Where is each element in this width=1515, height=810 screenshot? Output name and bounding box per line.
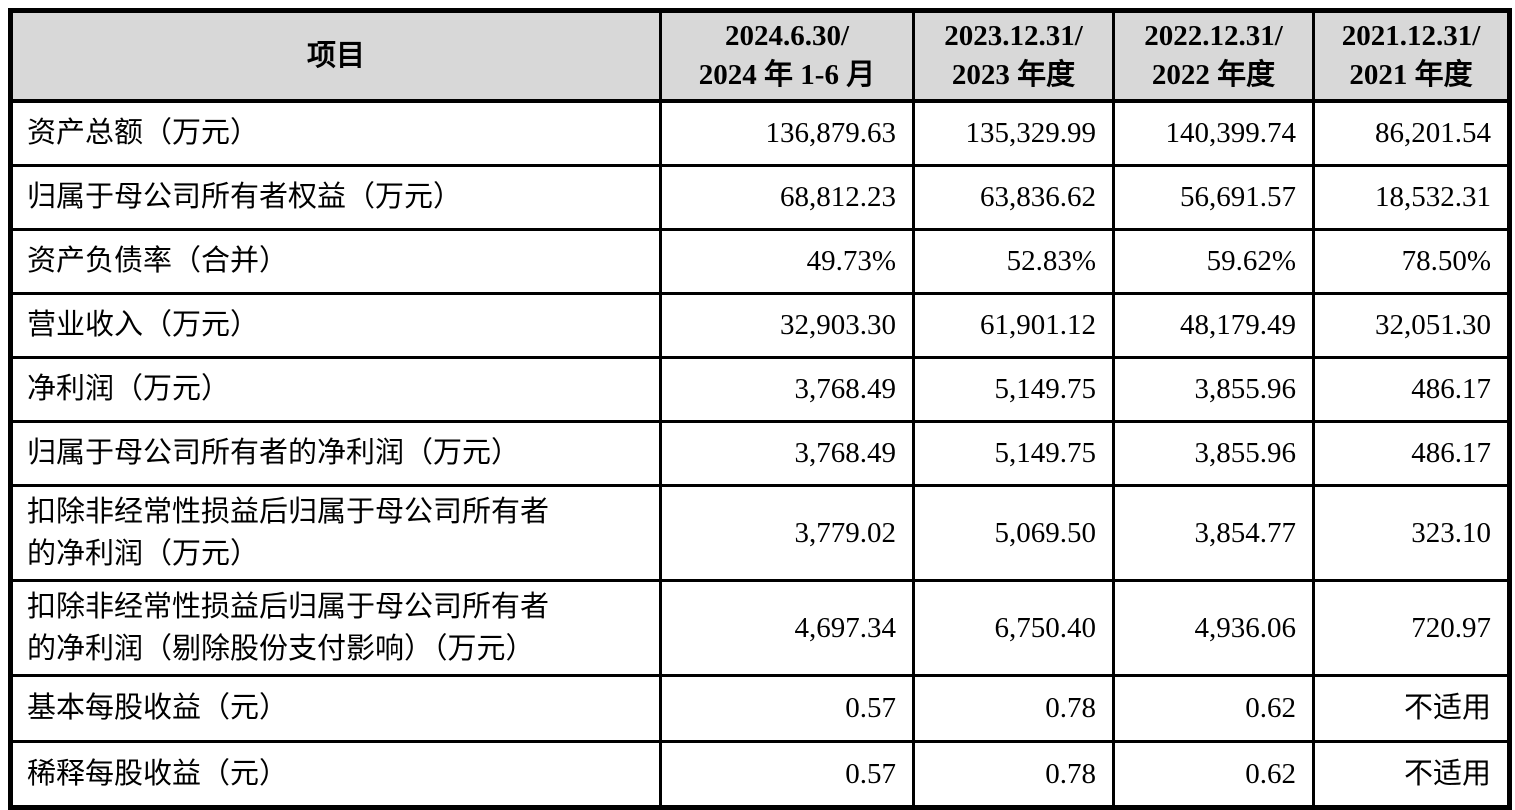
- period-date-line: 2021.12.31/: [1341, 20, 1481, 52]
- value-cell: 3,854.77: [1112, 483, 1315, 582]
- value-cell: 4,936.06: [1112, 578, 1315, 677]
- value-cell: 3,768.49: [659, 355, 915, 423]
- value-cell: 323.10: [1312, 483, 1511, 582]
- table-row-diluted-eps: 稀释每股收益（元） 0.57 0.78 0.62 不适用: [9, 739, 1511, 809]
- value-cell: 5,149.75: [912, 419, 1115, 487]
- table-row-parent-net-profit: 归属于母公司所有者的净利润（万元） 3,768.49 5,149.75 3,85…: [9, 419, 1511, 487]
- period-range-line: 2023 年度: [951, 59, 1076, 91]
- value-cell: 6,750.40: [912, 578, 1115, 677]
- row-label: 归属于母公司所有者权益（万元）: [9, 163, 662, 231]
- value-cell: 49.73%: [659, 227, 915, 295]
- value-cell: 3,855.96: [1112, 419, 1315, 487]
- value-cell: 3,768.49: [659, 419, 915, 487]
- value-cell: 3,855.96: [1112, 355, 1315, 423]
- table-row-deducted-net-profit: 扣除非经常性损益后归属于母公司所有者的净利润（万元） 3,779.02 5,06…: [9, 483, 1511, 582]
- value-cell: 不适用: [1312, 673, 1511, 743]
- value-cell: 0.62: [1112, 739, 1315, 809]
- value-cell: 68,812.23: [659, 163, 915, 231]
- row-label: 稀释每股收益（元）: [9, 739, 662, 809]
- value-cell: 0.57: [659, 739, 915, 809]
- row-label: 营业收入（万元）: [9, 291, 662, 359]
- financial-summary-table: 项目 2024.6.30/ 2024 年 1-6 月 2023.12.31/ 2…: [8, 8, 1512, 810]
- value-cell: 59.62%: [1112, 227, 1315, 295]
- row-label: 资产负债率（合并）: [9, 227, 662, 295]
- value-cell: 140,399.74: [1112, 99, 1315, 167]
- table-row-basic-eps: 基本每股收益（元） 0.57 0.78 0.62 不适用: [9, 673, 1511, 743]
- period-range-line: 2022 年度: [1151, 59, 1276, 91]
- value-cell: 3,779.02: [659, 483, 915, 582]
- value-cell: 56,691.57: [1112, 163, 1315, 231]
- value-cell: 0.57: [659, 673, 915, 743]
- value-cell: 0.78: [912, 673, 1115, 743]
- value-cell: 5,069.50: [912, 483, 1115, 582]
- column-header-2024h1: 2024.6.30/ 2024 年 1-6 月: [659, 9, 915, 103]
- financial-summary-table-container: 项目 2024.6.30/ 2024 年 1-6 月 2023.12.31/ 2…: [8, 8, 1512, 810]
- value-cell: 4,697.34: [659, 578, 915, 677]
- row-label: 基本每股收益（元）: [9, 673, 662, 743]
- value-cell: 18,532.31: [1312, 163, 1511, 231]
- value-cell: 86,201.54: [1312, 99, 1511, 167]
- value-cell: 52.83%: [912, 227, 1115, 295]
- value-cell: 5,149.75: [912, 355, 1115, 423]
- table-row-parent-equity: 归属于母公司所有者权益（万元） 68,812.23 63,836.62 56,6…: [9, 163, 1511, 231]
- value-cell: 720.97: [1312, 578, 1511, 677]
- value-cell: 486.17: [1312, 419, 1511, 487]
- value-cell: 32,051.30: [1312, 291, 1511, 359]
- period-range-line: 2021 年度: [1349, 59, 1473, 91]
- column-header-2022: 2022.12.31/ 2022 年度: [1112, 9, 1315, 103]
- period-range-line: 2024 年 1-6 月: [698, 59, 876, 91]
- column-header-2021: 2021.12.31/ 2021 年度: [1312, 9, 1511, 103]
- header-row: 项目 2024.6.30/ 2024 年 1-6 月 2023.12.31/ 2…: [9, 9, 1511, 103]
- row-label: 扣除非经常性损益后归属于母公司所有者的净利润（万元）: [9, 483, 662, 582]
- table-row-debt-ratio: 资产负债率（合并） 49.73% 52.83% 59.62% 78.50%: [9, 227, 1511, 295]
- row-label: 资产总额（万元）: [9, 99, 662, 167]
- period-date-line: 2024.6.30/: [724, 20, 850, 52]
- period-date-line: 2022.12.31/: [1144, 20, 1283, 52]
- value-cell: 135,329.99: [912, 99, 1115, 167]
- column-header-2023: 2023.12.31/ 2023 年度: [912, 9, 1115, 103]
- column-header-item: 项目: [9, 9, 662, 103]
- table-row-net-profit: 净利润（万元） 3,768.49 5,149.75 3,855.96 486.1…: [9, 355, 1511, 423]
- value-cell: 0.78: [912, 739, 1115, 809]
- period-date-line: 2023.12.31/: [944, 20, 1083, 52]
- value-cell: 136,879.63: [659, 99, 915, 167]
- value-cell: 486.17: [1312, 355, 1511, 423]
- row-label: 扣除非经常性损益后归属于母公司所有者的净利润（剔除股份支付影响）（万元）: [9, 578, 662, 677]
- row-label: 净利润（万元）: [9, 355, 662, 423]
- value-cell: 不适用: [1312, 739, 1511, 809]
- table-row-revenue: 营业收入（万元） 32,903.30 61,901.12 48,179.49 3…: [9, 291, 1511, 359]
- table-row-deducted-net-profit-ex-sbc: 扣除非经常性损益后归属于母公司所有者的净利润（剔除股份支付影响）（万元） 4,6…: [9, 578, 1511, 677]
- value-cell: 0.62: [1112, 673, 1315, 743]
- value-cell: 61,901.12: [912, 291, 1115, 359]
- table-row-total-assets: 资产总额（万元） 136,879.63 135,329.99 140,399.7…: [9, 99, 1511, 167]
- value-cell: 63,836.62: [912, 163, 1115, 231]
- value-cell: 78.50%: [1312, 227, 1511, 295]
- value-cell: 32,903.30: [659, 291, 915, 359]
- row-label: 归属于母公司所有者的净利润（万元）: [9, 419, 662, 487]
- value-cell: 48,179.49: [1112, 291, 1315, 359]
